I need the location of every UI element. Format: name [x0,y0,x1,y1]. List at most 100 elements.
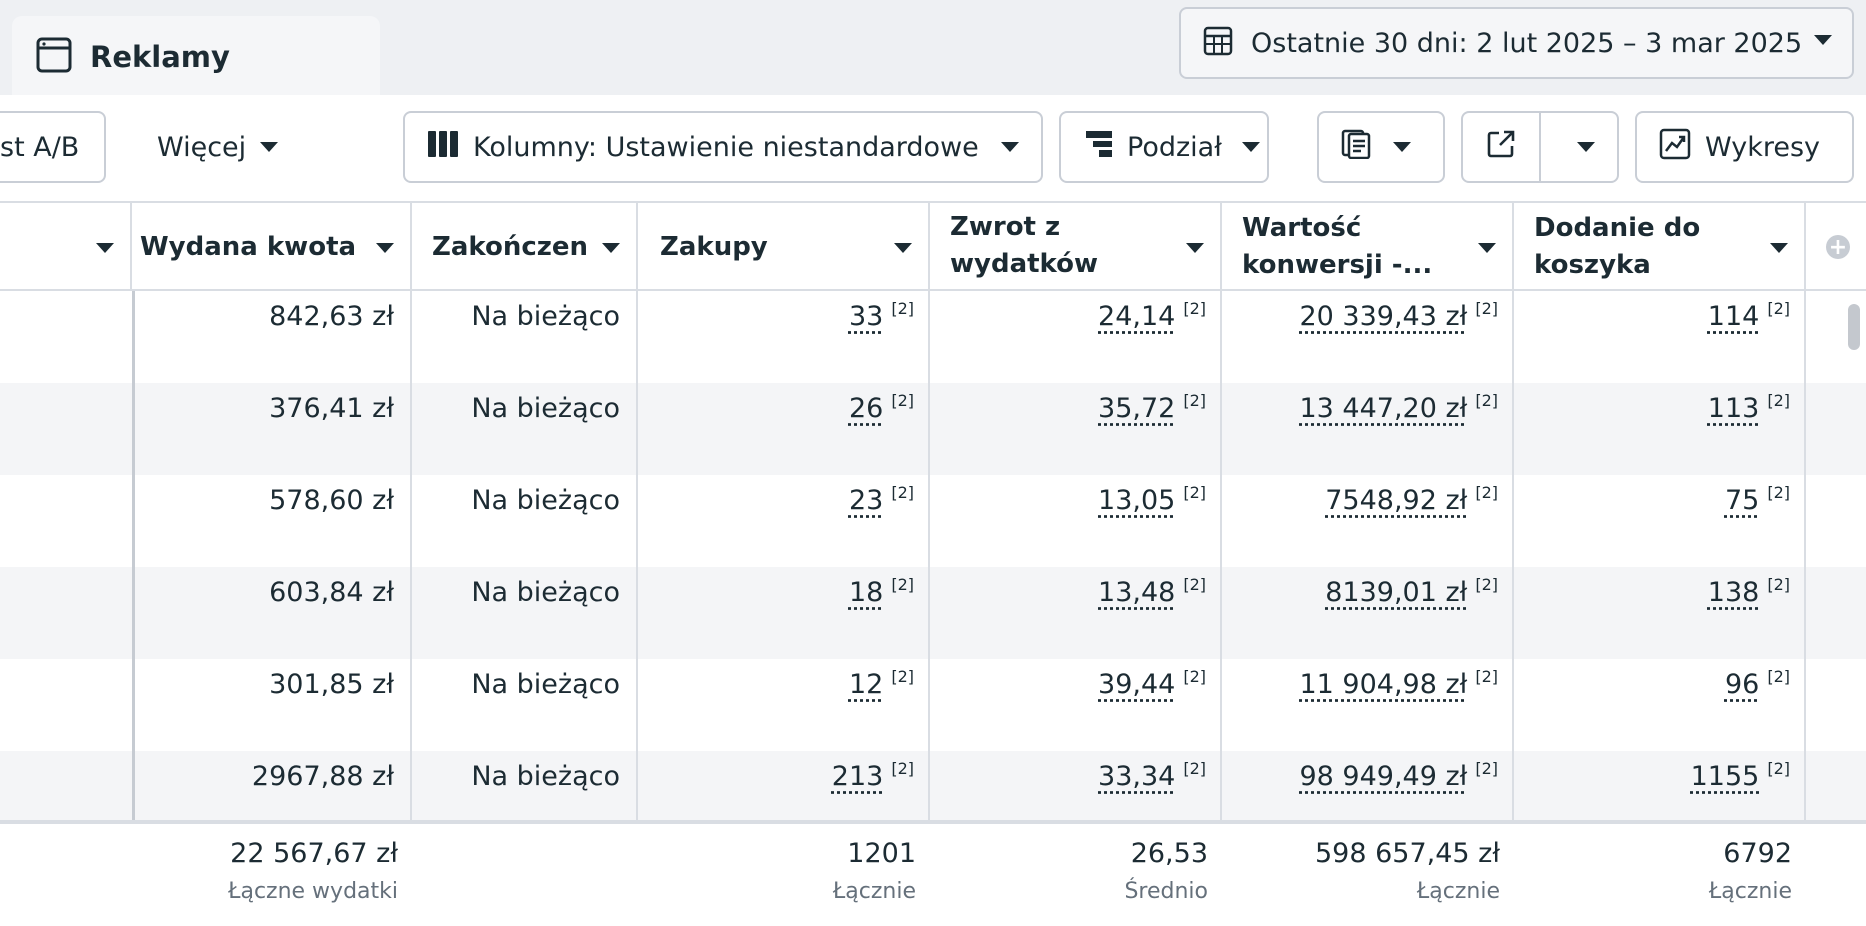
purchases-cell[interactable]: 18 [2] [848,575,914,608]
column-header-name[interactable] [0,203,132,291]
purchases-cell[interactable]: 213 [2] [831,759,914,792]
column-header-purchases[interactable]: Zakupy [638,203,930,291]
sort-icon[interactable] [894,243,912,253]
window-icon [36,37,72,77]
add-to-cart-cell[interactable]: 1155 [2] [1690,759,1790,792]
add-to-cart-cell[interactable]: 96 [2] [1724,667,1790,700]
table-row[interactable]: 301,85 zł Na bieżąco 12 [2] 39,44 [2] 11 9… [0,659,1866,751]
spend-cell: 578,60 zł [269,485,394,516]
summary-spend: 22 567,67 zł Łączne wydatki [228,838,398,904]
columns-label: Kolumny: Ustawienie niestandardowe [473,131,979,163]
table-header: Wydana kwota Zakończeni Zakupy Zwrot z w… [0,201,1866,291]
end-cell: Na bieżąco [471,301,620,332]
export-dropdown-button[interactable] [1555,113,1617,181]
column-divider [410,291,412,926]
toolbar: st A/B Więcej Kolumny: Ustawienie niesta… [0,95,1866,201]
conv-value-cell[interactable]: 8139,01 zł [2] [1325,575,1498,608]
columns-button[interactable]: Kolumny: Ustawienie niestandardowe [403,111,1043,183]
purchases-cell[interactable]: 33 [2] [848,299,914,332]
chevron-down-icon[interactable] [1393,142,1411,152]
column-label: Dodanie do koszyka [1534,213,1701,280]
date-range-label: Ostatnie 30 dni: 2 lut 2025 – 3 mar 2025 [1251,27,1803,59]
roas-cell[interactable]: 13,48 [2] [1098,575,1206,608]
export-button-group [1461,111,1619,183]
table-row[interactable]: 376,41 zł Na bieżąco 26 [2] 35,72 [2] 13 4… [0,383,1866,475]
column-header-roas[interactable]: Zwrot z wydatków na... [930,203,1222,291]
add-column-icon[interactable]: + [1826,235,1850,260]
sort-icon[interactable] [96,243,114,253]
add-to-cart-cell[interactable]: 113 [2] [1707,391,1790,424]
breakdown-button[interactable]: Podział [1059,111,1269,183]
ab-test-button[interactable]: st A/B [0,111,106,183]
spend-cell: 301,85 zł [269,669,394,700]
column-label: Wartość konwersji -... [1242,213,1433,280]
end-cell: Na bieżąco [471,761,620,792]
chevron-down-icon [260,142,279,152]
conv-value-cell[interactable]: 7548,92 zł [2] [1325,483,1498,516]
roas-cell[interactable]: 24,14 [2] [1098,299,1206,332]
spend-cell: 2967,88 zł [251,761,394,792]
summary-row: 22 567,67 zł Łączne wydatki 1201 Łącznie… [0,820,1866,926]
column-header-spend[interactable]: Wydana kwota [132,203,412,291]
summary-roas: 26,53 Średnio [1124,838,1208,904]
roas-cell[interactable]: 33,34 [2] [1098,759,1206,792]
column-divider [1220,291,1222,926]
date-range-button[interactable]: Ostatnie 30 dni: 2 lut 2025 – 3 mar 2025 [1179,7,1854,79]
conv-value-cell[interactable]: 98 949,49 zł [2] [1299,759,1498,792]
table-row[interactable]: 603,84 zł Na bieżąco 18 [2] 13,48 [2] 8139… [0,567,1866,659]
chevron-down-icon [1241,142,1260,152]
column-header-conv-value[interactable]: Wartość konwersji -... [1222,203,1514,291]
sort-icon[interactable] [376,243,394,253]
more-label: Więcej [157,131,247,163]
end-cell: Na bieżąco [471,669,620,700]
column-divider [636,291,638,926]
tab-label: Reklamy [90,40,230,74]
reports-button[interactable] [1317,111,1445,183]
breakdown-icon [1085,130,1113,165]
summary-purchases: 1201 Łącznie [832,838,916,904]
charts-button[interactable]: Wykresy [1635,111,1854,183]
calendar-table-icon [1203,26,1233,60]
column-label: Zwrot z wydatków na... [950,212,1099,279]
chevron-down-icon [1814,35,1832,45]
conv-value-cell[interactable]: 11 904,98 zł [2] [1299,667,1498,700]
summary-add-to-cart: 6792 Łącznie [1708,838,1792,904]
line-chart-icon [1659,128,1691,167]
roas-cell[interactable]: 13,05 [2] [1098,483,1206,516]
spend-cell: 842,63 zł [269,301,394,332]
column-header-end[interactable]: Zakończeni [412,203,638,291]
external-link-icon [1486,129,1516,166]
chevron-down-icon [1577,142,1595,152]
column-divider [1804,291,1806,926]
spend-cell: 603,84 zł [269,577,394,608]
column-divider [1512,291,1514,926]
add-to-cart-cell[interactable]: 138 [2] [1707,575,1790,608]
purchases-cell[interactable]: 23 [2] [848,483,914,516]
conv-value-cell[interactable]: 20 339,43 zł [2] [1299,299,1498,332]
column-header-add-to-cart[interactable]: Dodanie do koszyka [1514,203,1806,291]
more-button[interactable]: Więcej [135,111,305,183]
vertical-scrollbar[interactable] [1848,304,1860,350]
tab-reklamy[interactable]: Reklamy [12,16,380,98]
conv-value-cell[interactable]: 13 447,20 zł [2] [1299,391,1498,424]
sort-icon[interactable] [1770,243,1788,253]
purchases-cell[interactable]: 12 [2] [848,667,914,700]
sort-icon[interactable] [1478,243,1496,253]
end-cell: Na bieżąco [471,485,620,516]
end-cell: Na bieżąco [471,577,620,608]
purchases-cell[interactable]: 26 [2] [848,391,914,424]
table-row[interactable]: 842,63 zł Na bieżąco 33 [2] 24,14 [2] 20 3… [0,291,1866,383]
sort-icon[interactable] [602,243,620,253]
sort-icon[interactable] [1186,243,1204,253]
add-to-cart-cell[interactable]: 75 [2] [1724,483,1790,516]
roas-cell[interactable]: 39,44 [2] [1098,667,1206,700]
add-to-cart-cell[interactable]: 114 [2] [1707,299,1790,332]
column-label: Wydana kwota [140,231,357,262]
export-button[interactable] [1463,113,1541,181]
column-label: Zakończeni [432,231,590,262]
roas-cell[interactable]: 35,72 [2] [1098,391,1206,424]
ab-test-label: st A/B [0,131,80,163]
table-row[interactable]: 578,60 zł Na bieżąco 23 [2] 13,05 [2] 7548… [0,475,1866,567]
ads-panel: st A/B Więcej Kolumny: Ustawienie niesta… [0,95,1866,926]
columns-icon [427,130,459,165]
